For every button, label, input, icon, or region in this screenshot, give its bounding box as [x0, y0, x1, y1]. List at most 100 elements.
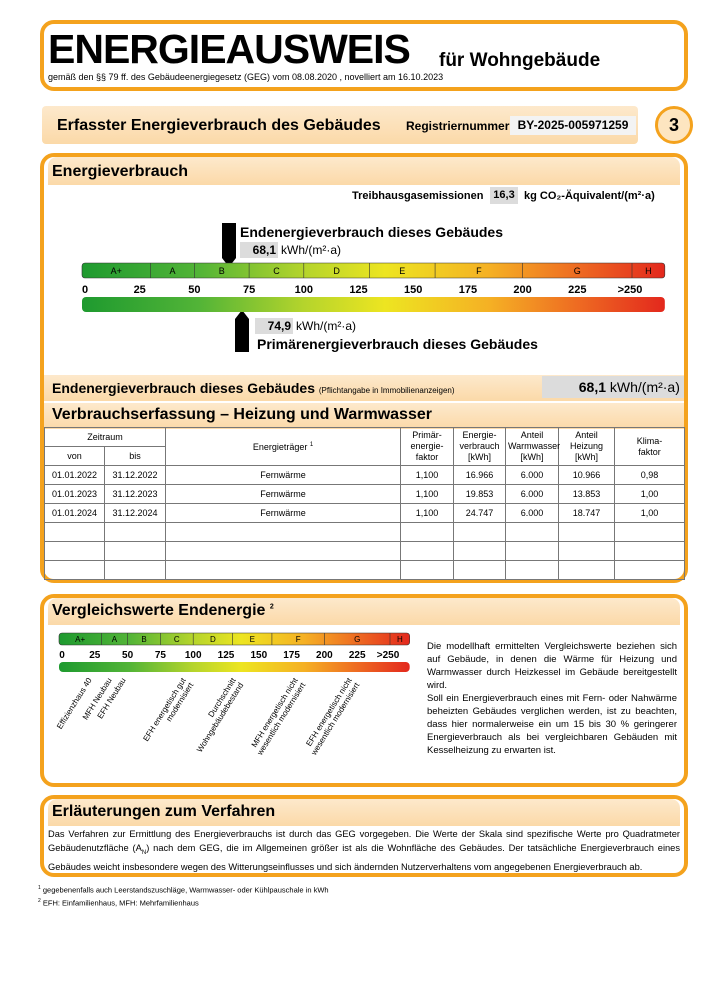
registration-number: BY-2025-005971259: [510, 116, 636, 135]
table-cell: 01.01.2024: [44, 503, 105, 523]
primary-energy-value: 74,9: [255, 318, 293, 334]
banner-title: Erfasster Energieverbrauch des Gebäudes: [57, 117, 381, 134]
final-energy-label: Endenergieverbrauch dieses Gebäudes: [240, 224, 503, 240]
section-title: Verbrauchserfassung – Heizung und Warmwa…: [52, 406, 432, 423]
tick-label: 175: [283, 650, 300, 661]
empty-cell: [400, 522, 455, 542]
class-label: G: [354, 635, 360, 644]
ghg-unit: kg CO₂-Äquivalent/(m²·a): [524, 190, 655, 202]
section-band: [44, 403, 684, 429]
table-cell: 16.966: [453, 465, 507, 485]
header-cell: Anteil Heizung [kWh]: [558, 427, 616, 466]
empty-cell: [165, 560, 402, 580]
class-label: C: [174, 635, 180, 644]
class-label: C: [273, 266, 280, 276]
tick-label: >250: [618, 284, 643, 296]
table-cell: 1,100: [400, 503, 455, 523]
empty-cell: [103, 541, 167, 561]
class-strip: [58, 632, 410, 646]
tick-label: 0: [59, 650, 65, 661]
table-cell: 24.747: [453, 503, 507, 523]
comparison-text: Die modellhaft ermittelten Vergleichswer…: [427, 641, 677, 756]
empty-cell: [103, 560, 167, 580]
empty-row: [44, 522, 686, 542]
tick-label: 50: [122, 650, 134, 661]
class-strip: [81, 262, 666, 279]
empty-cell: [614, 522, 686, 542]
primary-energy-unit: kWh/(m²·a): [296, 319, 356, 333]
final-energy-unit: kWh/(m²·a): [281, 243, 341, 257]
section-band: [48, 157, 680, 185]
summary-note: (Pflichtangabe in Immobilienanzeigen): [318, 386, 455, 395]
table-cell: 13.853: [558, 484, 616, 504]
section-title-text: Vergleichswerte Endenergie: [52, 602, 266, 619]
empty-cell: [44, 522, 105, 542]
consumption-table: Zeitraum Energieträger 1 Primär- energie…: [43, 427, 686, 580]
footnote-text: gegebenenfalls auch Leerstandszuschläge,…: [42, 885, 329, 895]
title-suffix: für Wohngebäude: [439, 50, 601, 71]
tick-label: 75: [243, 284, 255, 296]
header-cell: Primär- energie- faktor: [400, 427, 455, 466]
tick-label: 75: [155, 650, 167, 661]
table-cell: 6.000: [505, 503, 560, 523]
text-part: ) nach dem GEG, die im Allgemeinen größe…: [48, 843, 680, 872]
tick-label: 100: [295, 284, 313, 296]
class-label: B: [141, 635, 146, 644]
gradient-bar: [59, 662, 410, 672]
header-cell: bis: [103, 446, 167, 466]
header-cell: Energieträger 1: [165, 427, 402, 466]
table-row: 01.01.2022 31.12.2022 Fernwärme 1,100 16.966…: [44, 465, 686, 485]
table-cell: 18.747: [558, 503, 616, 523]
summary-value-box: 68,1 kWh/(m²·a): [542, 376, 684, 398]
empty-cell: [558, 541, 616, 561]
empty-cell: [44, 560, 105, 580]
table-cell: Fernwärme: [165, 484, 402, 504]
table-cell: 01.01.2022: [44, 465, 105, 485]
empty-row: [44, 560, 686, 580]
header-box: [40, 20, 688, 91]
empty-cell: [505, 541, 560, 561]
header-cell: von: [44, 446, 105, 466]
tick-label: 125: [349, 284, 367, 296]
registration-label: Registriernummer:: [406, 119, 514, 133]
class-label: F: [476, 266, 482, 276]
class-label: E: [250, 635, 255, 644]
summary-label-text: Endenergieverbrauch dieses Gebäudes: [52, 380, 315, 396]
table-cell: 6.000: [505, 465, 560, 485]
section-band: [48, 598, 680, 625]
tick-label: 25: [134, 284, 146, 296]
footnote-mark: 2: [38, 897, 41, 904]
table-cell: 1,00: [614, 503, 686, 523]
tick-label: 225: [568, 284, 586, 296]
class-label: A+: [111, 266, 122, 276]
table-cell: 31.12.2023: [103, 484, 167, 504]
table-cell: 1,00: [614, 484, 686, 504]
class-label: F: [296, 635, 301, 644]
energy-scale: A+ A B C D E F G H 0 25 50 75 100 125 150 175 200 225 >250: [81, 223, 666, 352]
table-cell: 01.01.2023: [44, 484, 105, 504]
empty-cell: [400, 541, 455, 561]
empty-cell: [103, 522, 167, 542]
class-label: H: [645, 266, 652, 276]
title: ENERGIEAUSWEIS: [48, 26, 411, 72]
table-cell: Fernwärme: [165, 465, 402, 485]
table-cell: 10.966: [558, 465, 616, 485]
class-label: E: [399, 266, 405, 276]
tick-label: 150: [250, 650, 267, 661]
comparison-box: [40, 594, 688, 787]
gradient-bar: [82, 297, 665, 312]
empty-cell: [453, 522, 507, 542]
subtitle: gemäß den §§ 79 ff. des Gebäudeenergiege…: [48, 72, 444, 82]
table-cell: 1,100: [400, 484, 455, 504]
table-cell: 1,100: [400, 465, 455, 485]
summary-value: 68,1: [578, 379, 606, 395]
footnote-text: EFH: Einfamilienhaus, MFH: Mehrfamilienh…: [42, 898, 199, 907]
tick-label: 200: [316, 650, 333, 661]
reference-label-line: EFH energetisch gut: [141, 676, 188, 743]
empty-cell: [505, 560, 560, 580]
tick-label: 50: [188, 284, 200, 296]
footnotes: 1 gegebenenfalls auch Leerstandszuschläg…: [38, 883, 329, 908]
comparison-scale: A+ A B C D E F G H 0 25 50 75 100 125 150 175 200 225 >250 E…: [55, 632, 410, 758]
footnote-mark: 1: [309, 442, 314, 448]
